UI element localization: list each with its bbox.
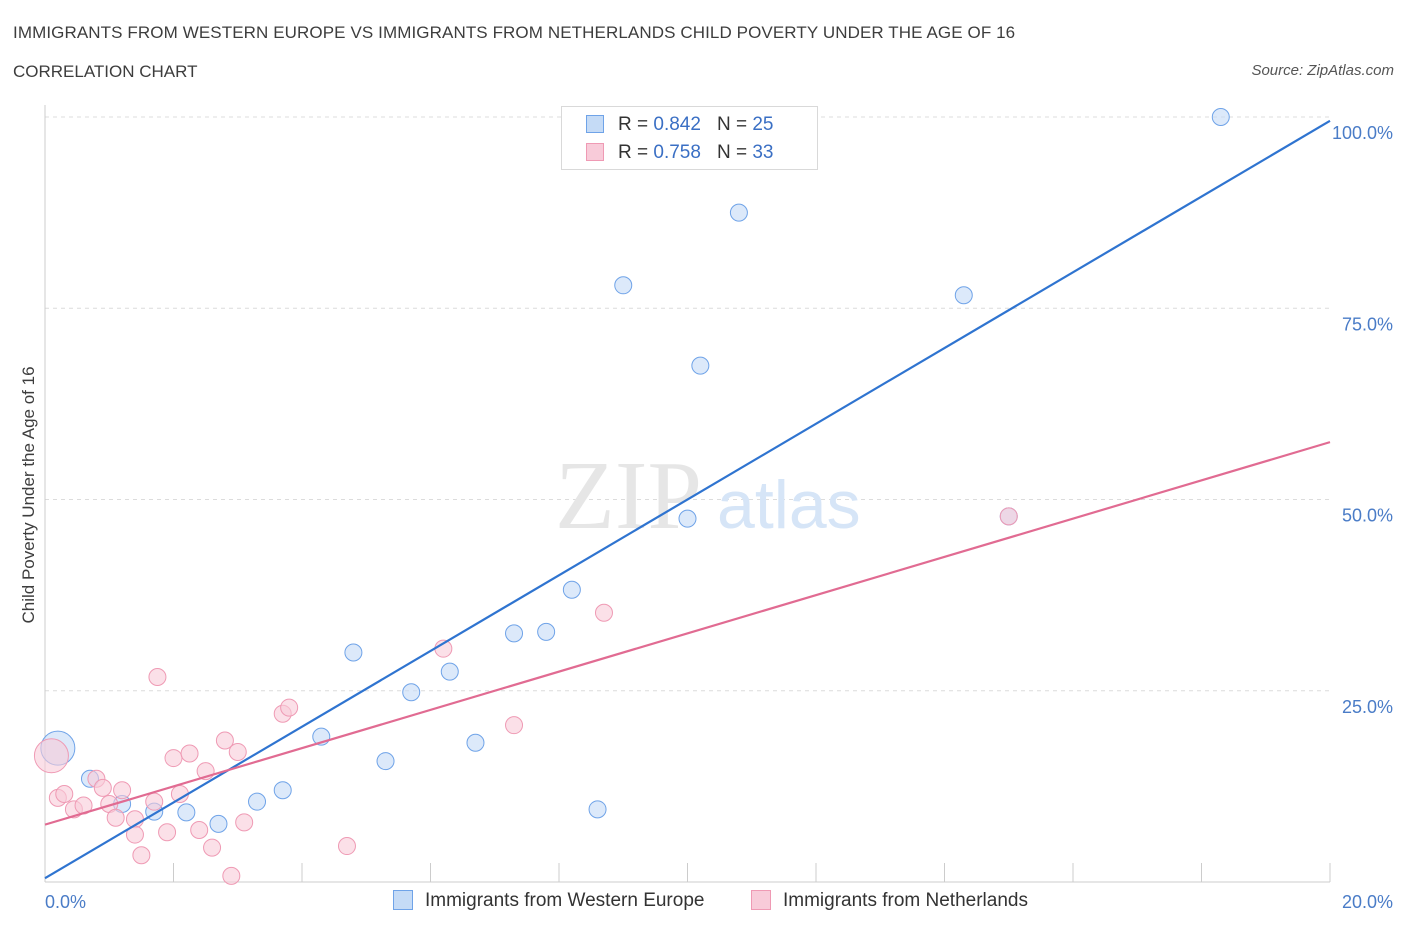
trend-lines (44, 119, 1331, 880)
point-netherlands (203, 838, 222, 857)
point-western-europe (248, 792, 267, 811)
legend-n-value: 25 (752, 114, 774, 135)
point-netherlands (158, 823, 177, 842)
legend-r-value: 0.758 (653, 142, 701, 163)
legend-swatch-pink (751, 890, 771, 910)
point-netherlands (222, 866, 241, 885)
point-netherlands (132, 846, 151, 865)
point-western-europe (588, 800, 607, 819)
legend-swatch-blue (586, 115, 604, 133)
point-western-europe (678, 509, 697, 528)
point-netherlands (999, 507, 1018, 526)
point-western-europe (273, 781, 292, 800)
point-netherlands (33, 738, 69, 774)
trend-line-western-europe (44, 119, 1331, 880)
point-western-europe (402, 683, 421, 702)
bottom-legend-label: Immigrants from Netherlands (783, 890, 1028, 911)
point-netherlands (505, 716, 524, 735)
legend-n-label: N = (716, 114, 748, 135)
x-tick-labels: 0.0% 20.0% (45, 892, 1393, 912)
stats-legend: R = 0.842 N = 25 R = 0.758 N = 33 (561, 106, 818, 170)
watermark-atlas: atlas (717, 467, 861, 543)
y-axis-label: Child Poverty Under the Age of 16 (19, 366, 38, 623)
x-tick-label: 0.0% (45, 892, 86, 912)
point-western-europe (691, 356, 710, 375)
gridlines (45, 116, 1330, 692)
x-tick-label: 20.0% (1342, 892, 1393, 912)
point-western-europe (177, 803, 196, 822)
chart-title: IMMIGRANTS FROM WESTERN EUROPE VS IMMIGR… (13, 23, 1016, 42)
point-netherlands (180, 744, 199, 763)
point-netherlands (164, 749, 183, 768)
legend-row-western-europe: R = 0.842 N = 25 (586, 114, 773, 136)
y-tick-labels: 25.0% 50.0% 75.0% 100.0% (1332, 123, 1393, 717)
point-western-europe (505, 624, 524, 643)
point-western-europe (209, 814, 228, 833)
point-western-europe (614, 276, 633, 295)
point-netherlands (148, 667, 167, 686)
trend-line-netherlands (44, 441, 1331, 826)
legend-swatch-blue (393, 890, 413, 910)
point-netherlands (337, 837, 356, 856)
legend-swatch-pink (586, 143, 604, 161)
point-netherlands (93, 778, 112, 797)
point-netherlands (106, 808, 125, 827)
point-western-europe (537, 622, 556, 641)
point-western-europe (376, 752, 395, 771)
legend-n-label: N = (716, 142, 748, 163)
legend-r-label: R = (618, 142, 649, 163)
bottom-legend-netherlands: Immigrants from Netherlands (751, 890, 1028, 912)
point-netherlands (215, 731, 234, 750)
bottom-legend-label: Immigrants from Western Europe (425, 890, 705, 911)
chart-subtitle: CORRELATION CHART (13, 62, 198, 81)
point-netherlands (228, 742, 247, 761)
point-western-europe (344, 643, 363, 662)
y-tick-label: 75.0% (1342, 314, 1393, 334)
y-tick-label: 100.0% (1332, 123, 1393, 143)
watermark-zip: ZIP (555, 442, 702, 550)
point-netherlands (280, 698, 299, 717)
point-netherlands (55, 785, 74, 804)
point-western-europe (440, 662, 459, 681)
point-western-europe (729, 203, 748, 222)
point-western-europe (562, 580, 581, 599)
data-points (33, 108, 1230, 885)
point-western-europe (1211, 108, 1230, 126)
point-netherlands (145, 792, 164, 811)
legend-r-value: 0.842 (653, 114, 701, 135)
point-netherlands (594, 603, 613, 622)
point-western-europe (466, 733, 485, 752)
point-netherlands (113, 781, 132, 800)
y-tick-label: 25.0% (1342, 697, 1393, 717)
legend-r-label: R = (618, 114, 649, 135)
point-netherlands (235, 813, 254, 832)
point-netherlands (190, 820, 209, 839)
legend-row-netherlands: R = 0.758 N = 33 (586, 142, 773, 164)
y-tick-label: 50.0% (1342, 506, 1393, 526)
source-credit: Source: ZipAtlas.com (1251, 62, 1394, 79)
legend-n-value: 33 (752, 142, 774, 163)
point-western-europe (954, 286, 973, 305)
watermark: ZIP atlas (555, 442, 861, 550)
bottom-legend-western-europe: Immigrants from Western Europe (393, 890, 704, 912)
